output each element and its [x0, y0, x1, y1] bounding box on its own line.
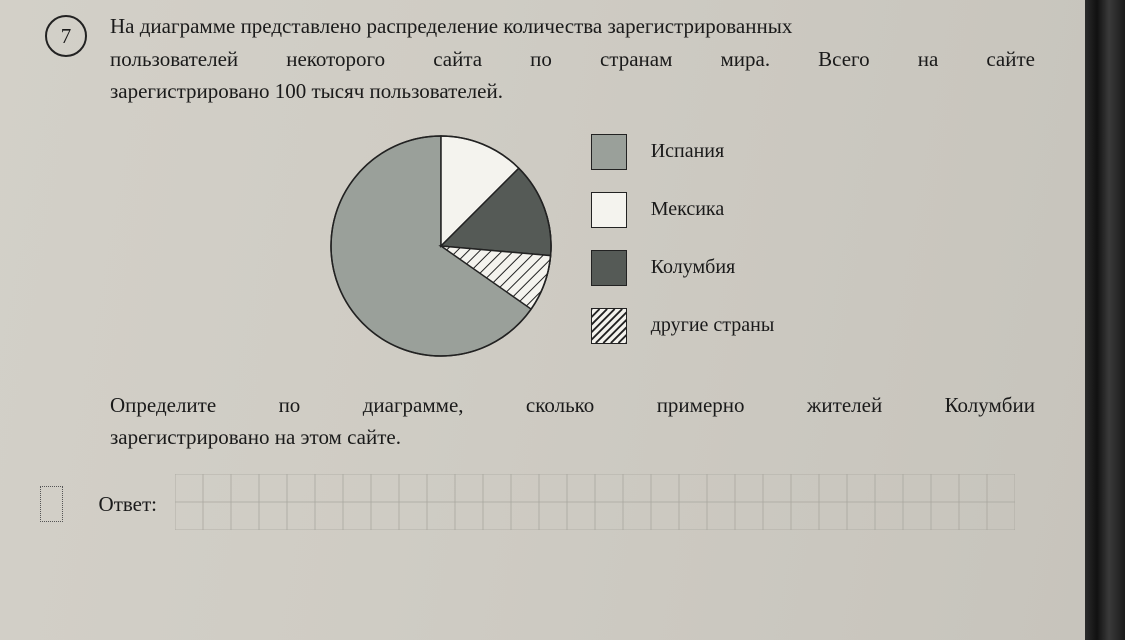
answer-checkbox[interactable]	[40, 486, 63, 522]
question-paragraph: Определитеподиаграмме,сколькопримерножит…	[110, 389, 1035, 454]
chart-legend: Испания Мексика Колумбия другие страны	[591, 134, 775, 344]
task-number-badge: 7	[45, 15, 87, 57]
problem-line-2: пользователейнекоторогосайтапостранаммир…	[110, 43, 1035, 76]
legend-label: другие страны	[651, 314, 775, 337]
legend-row: Колумбия	[591, 250, 775, 286]
question-line-2: зарегистрировано на этом сайте.	[110, 425, 401, 449]
worksheet-page: 7 На диаграмме представлено распределени…	[0, 0, 1085, 640]
answer-grid[interactable]	[175, 474, 1015, 535]
answer-row: Ответ:	[40, 474, 1055, 535]
legend-swatch	[591, 134, 627, 170]
problem-line-1: На диаграмме представлено распределение …	[110, 10, 1035, 43]
answer-label: Ответ:	[99, 492, 157, 517]
legend-row: другие страны	[591, 308, 775, 344]
legend-label: Колумбия	[651, 256, 736, 279]
chart-area: Испания Мексика Колумбия другие страны	[40, 126, 1055, 371]
pie-chart-svg	[321, 126, 561, 366]
legend-swatch	[591, 308, 627, 344]
legend-swatch	[591, 192, 627, 228]
question-line-1: Определитеподиаграмме,сколькопримерножит…	[110, 389, 1035, 422]
legend-row: Мексика	[591, 192, 775, 228]
legend-swatch	[591, 250, 627, 286]
answer-grid-svg	[175, 474, 1015, 530]
legend-row: Испания	[591, 134, 775, 170]
pie-chart	[321, 126, 561, 371]
legend-label: Испания	[651, 140, 725, 163]
problem-paragraph: На диаграмме представлено распределение …	[110, 10, 1035, 108]
legend-label: Мексика	[651, 198, 725, 221]
task-number-text: 7	[61, 24, 72, 49]
book-binding-shadow	[1085, 0, 1125, 640]
problem-line-3: зарегистрировано 100 тысяч пользователей…	[110, 75, 1035, 108]
